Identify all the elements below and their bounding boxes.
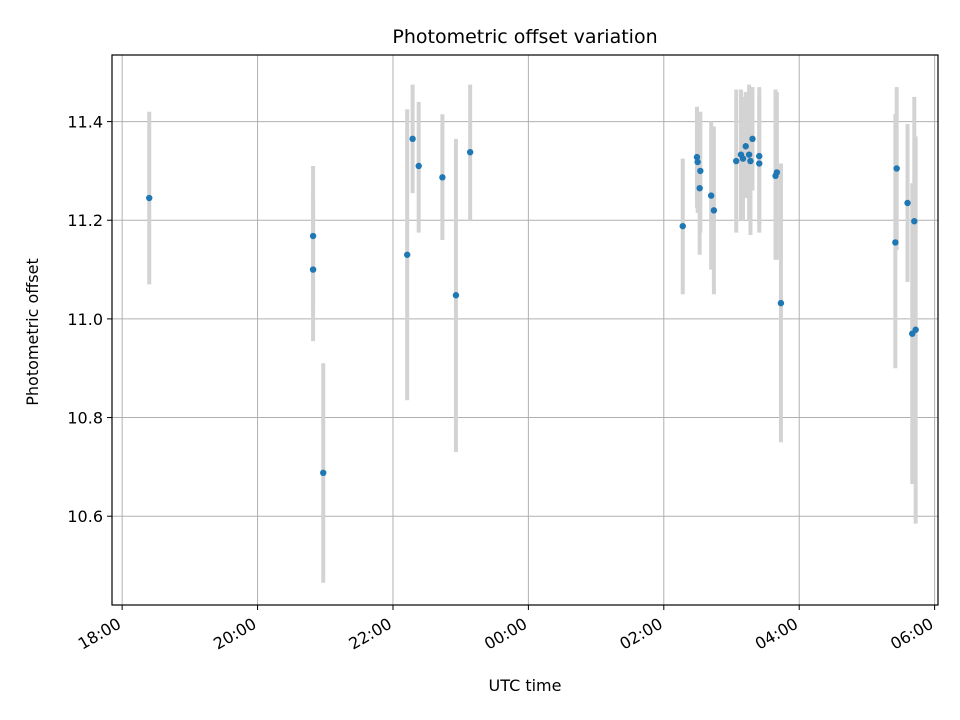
data-point bbox=[415, 162, 422, 170]
data-point bbox=[439, 174, 446, 181]
y-tick-label: 10.6 bbox=[67, 507, 103, 526]
data-point bbox=[739, 155, 747, 162]
data-point bbox=[679, 222, 686, 230]
data-point bbox=[777, 299, 785, 307]
data-point bbox=[409, 135, 416, 143]
data-point bbox=[756, 152, 763, 160]
data-point bbox=[773, 169, 781, 176]
data-point bbox=[146, 194, 153, 202]
data-point bbox=[320, 469, 327, 477]
data-point bbox=[707, 192, 715, 199]
x-axis-label: UTC time bbox=[489, 676, 562, 695]
y-tick-label: 11.2 bbox=[67, 211, 103, 230]
data-point bbox=[904, 199, 911, 207]
data-points bbox=[146, 135, 919, 477]
data-point bbox=[403, 251, 411, 258]
data-point bbox=[745, 151, 753, 158]
data-point bbox=[697, 167, 704, 175]
y-tick-label: 11.0 bbox=[67, 310, 103, 329]
y-axis-label: Photometric offset bbox=[23, 258, 42, 406]
data-point bbox=[696, 184, 703, 192]
data-point bbox=[893, 165, 900, 172]
data-point bbox=[309, 266, 317, 273]
data-point bbox=[911, 218, 918, 225]
y-tick-label: 10.8 bbox=[67, 409, 103, 428]
data-point bbox=[694, 158, 701, 166]
data-point bbox=[747, 157, 754, 165]
y-tick-label: 11.4 bbox=[67, 113, 103, 132]
data-point bbox=[710, 207, 718, 214]
data-point bbox=[912, 326, 919, 333]
grid-lines bbox=[112, 55, 938, 605]
data-point bbox=[756, 160, 763, 167]
data-point bbox=[466, 148, 474, 156]
data-point bbox=[693, 153, 701, 161]
data-point bbox=[452, 292, 460, 299]
chart-title: Photometric offset variation bbox=[392, 26, 657, 48]
data-point bbox=[749, 135, 756, 143]
data-point bbox=[742, 143, 749, 150]
data-point bbox=[733, 157, 740, 165]
data-point bbox=[892, 239, 899, 246]
plot-area-frame bbox=[111, 54, 939, 606]
data-point bbox=[309, 232, 317, 240]
